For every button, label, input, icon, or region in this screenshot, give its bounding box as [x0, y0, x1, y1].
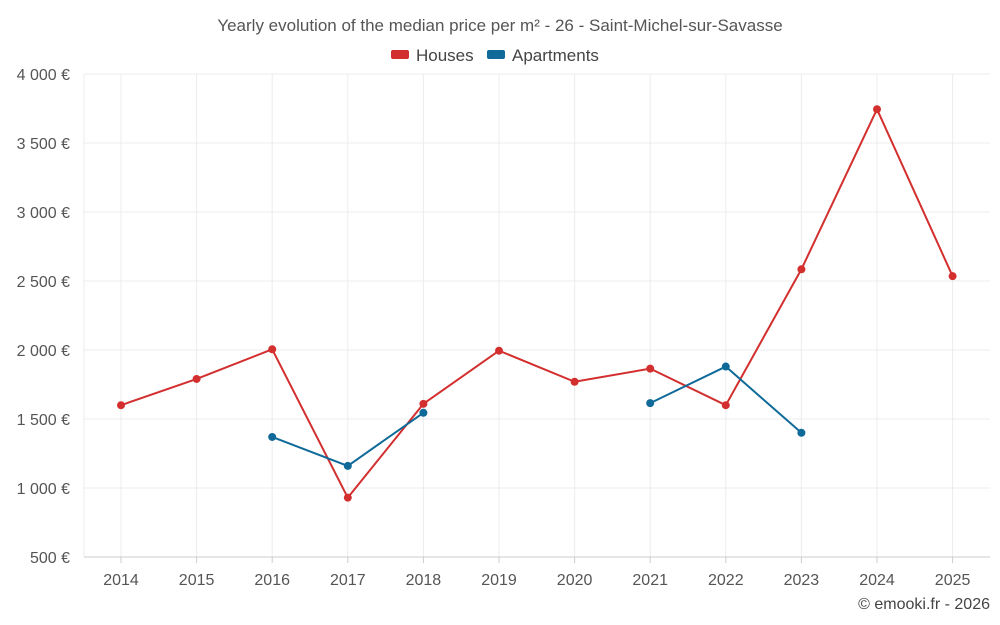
data-point-houses-2021[interactable]	[646, 364, 655, 373]
y-tick-label: 1 500 €	[17, 412, 70, 429]
x-axis: 2014 2015 2016 2017 2018 2019 2020 2021 2022 2023…	[84, 556, 990, 589]
data-point-houses-2019[interactable]	[495, 346, 503, 355]
legend-swatch-apartments	[487, 50, 505, 59]
x-tick-label: 2023	[784, 572, 820, 589]
credit-text: © emooki.fr - 2026	[858, 596, 990, 613]
y-tick-label: 3 000 €	[17, 205, 70, 222]
data-point-apartments-2017[interactable]	[343, 461, 352, 470]
x-tick-label: 2021	[632, 572, 668, 589]
y-tick-label: 3 500 €	[17, 136, 70, 153]
data-point-houses-2022[interactable]	[721, 401, 730, 410]
legend-item-houses[interactable]: Houses	[391, 46, 474, 65]
data-point-houses-2016[interactable]	[268, 345, 277, 354]
x-tick-label: 2025	[935, 572, 971, 589]
data-point-houses-2017[interactable]	[343, 493, 352, 502]
data-point-houses-2025[interactable]	[948, 272, 957, 281]
legend-swatch-houses	[391, 50, 409, 59]
data-point-apartments-2023[interactable]	[797, 428, 806, 437]
legend: Houses Apartments	[391, 46, 599, 65]
y-tick-label: 2 000 €	[17, 343, 70, 360]
data-point-apartments-2021[interactable]	[646, 399, 655, 408]
data-point-houses-2014[interactable]	[117, 401, 125, 410]
x-tick-label: 2015	[179, 572, 215, 589]
x-tick-label: 2017	[330, 572, 366, 589]
legend-label-houses: Houses	[416, 46, 474, 65]
chart-title: Yearly evolution of the median price per…	[217, 16, 782, 35]
series-line-houses	[120, 108, 954, 499]
data-point-apartments-2016[interactable]	[268, 432, 277, 441]
x-tick-label: 2018	[406, 572, 442, 589]
x-tick-label: 2024	[859, 572, 895, 589]
x-tick-label: 2022	[708, 572, 744, 589]
legend-item-apartments[interactable]: Apartments	[487, 46, 599, 65]
y-tick-label: 500 €	[30, 550, 70, 567]
y-tick-label: 4 000 €	[17, 67, 70, 84]
y-axis: 500 € 1 000 € 1 500 € 2 000 € 2 500 € 3 000 €…	[17, 67, 70, 567]
x-tick-label: 2014	[103, 572, 139, 589]
series	[117, 105, 957, 502]
data-point-houses-2015[interactable]	[192, 374, 201, 383]
data-point-houses-2024[interactable]	[873, 105, 881, 114]
x-tick-label: 2016	[254, 572, 290, 589]
legend-label-apartments: Apartments	[512, 46, 599, 65]
x-tick-label: 2019	[481, 572, 517, 589]
data-point-apartments-2022[interactable]	[721, 362, 730, 371]
y-tick-label: 2 500 €	[17, 274, 70, 291]
data-point-houses-2020[interactable]	[570, 377, 579, 386]
grid	[83, 73, 990, 558]
y-tick-label: 1 000 €	[17, 481, 70, 498]
data-point-houses-2023[interactable]	[797, 265, 806, 274]
x-tick-label: 2020	[557, 572, 593, 589]
data-point-apartments-2018[interactable]	[419, 408, 428, 417]
data-point-houses-2018[interactable]	[419, 399, 428, 408]
